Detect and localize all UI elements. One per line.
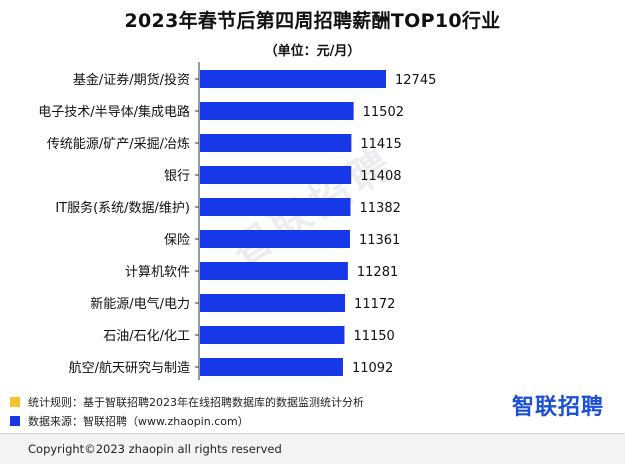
note-source-text: 数据来源：智联招聘（www.zhaopin.com）	[28, 414, 249, 428]
notes-section: 统计规则：基于智联招聘2023年在线招聘数据库的数据监测统计分析 数据来源：智联…	[10, 392, 364, 430]
category-label: 银行	[164, 169, 190, 184]
bar	[200, 166, 352, 184]
data-label: 11150	[353, 329, 394, 344]
copyright-text: Copyright©2023 zhaopin all rights reserv…	[28, 442, 282, 456]
data-label: 11382	[360, 201, 401, 216]
data-label: 11172	[354, 297, 395, 312]
zhaopin-logo: 智联招聘	[512, 395, 605, 420]
category-label: 航空/航天研究与制造	[69, 360, 190, 376]
footer: Copyright©2023 zhaopin all rights reserv…	[0, 434, 625, 464]
bar	[200, 134, 352, 152]
category-label: 基金/证券/期货/投资	[73, 72, 190, 88]
data-label: 11502	[363, 105, 404, 120]
category-label: 电子技术/半导体/集成电路	[38, 104, 190, 120]
bar	[200, 230, 350, 248]
bar	[200, 294, 346, 312]
bar	[200, 326, 345, 344]
footer-divider	[0, 433, 625, 434]
legend-square-blue	[10, 415, 20, 426]
bar	[200, 198, 351, 216]
bar-chart: 基金/证券/期货/投资 12745 电子技术/半导体/集成电路 11502 传统能源/矿…	[38, 62, 436, 380]
note-rule-text: 统计规则：基于智联招聘2023年在线招聘数据库的数据监测统计分析	[28, 395, 364, 409]
legend-square-yellow	[10, 396, 20, 407]
data-label: 11281	[357, 265, 398, 280]
note-row-source: 数据来源：智联招聘（www.zhaopin.com）	[10, 411, 364, 430]
category-label: IT服务(系统/数据/维护)	[55, 200, 190, 216]
category-label: 保险	[164, 233, 190, 248]
data-label: 12745	[395, 73, 436, 88]
data-label: 11415	[360, 137, 401, 152]
data-label: 11092	[352, 361, 393, 376]
category-label: 石油/石化/化工	[103, 329, 190, 344]
data-label: 11408	[360, 169, 401, 184]
bar	[200, 262, 348, 280]
note-row-rule: 统计规则：基于智联招聘2023年在线招聘数据库的数据监测统计分析	[10, 392, 364, 411]
bar	[200, 70, 386, 88]
bar	[200, 102, 354, 120]
category-label: 传统能源/矿产/采掘/冶炼	[47, 137, 190, 152]
category-label: 计算机软件	[125, 265, 190, 280]
chart-title: 2023年春节后第四周招聘薪酬TOP10行业	[124, 10, 501, 32]
data-label: 11361	[359, 233, 400, 248]
bar	[200, 358, 343, 376]
chart-unit-label: （单位：元/月）	[264, 44, 361, 59]
category-label: 新能源/电气/电力	[90, 296, 190, 312]
